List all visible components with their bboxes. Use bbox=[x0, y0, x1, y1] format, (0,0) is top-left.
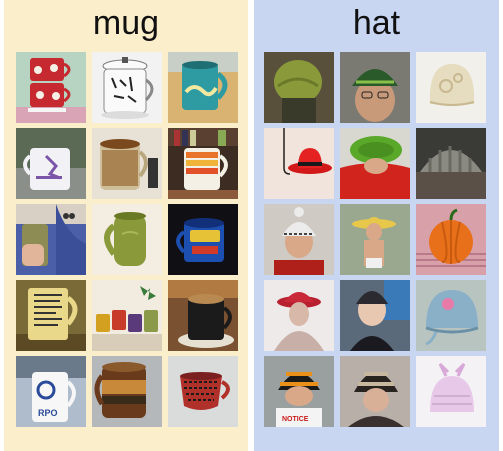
hat-panel: hat bbox=[254, 0, 499, 451]
hat-photo-15 bbox=[416, 356, 486, 427]
hat-photo-5 bbox=[340, 128, 410, 199]
hat-image-grid: NOTICE bbox=[264, 52, 486, 427]
mug-panel: mug bbox=[4, 0, 248, 451]
hat-photo-11 bbox=[340, 280, 410, 351]
hat-photo-12 bbox=[416, 280, 486, 351]
hat-photo-7 bbox=[264, 204, 334, 275]
mug-photo-8 bbox=[92, 204, 162, 275]
hat-photo-6 bbox=[416, 128, 486, 199]
hat-photo-4 bbox=[264, 128, 334, 199]
hat-photo-9 bbox=[416, 204, 486, 275]
mug-photo-1 bbox=[16, 52, 86, 123]
mug-photo-6 bbox=[168, 128, 238, 199]
hat-photo-13: NOTICE bbox=[264, 356, 334, 427]
hat-photo-8 bbox=[340, 204, 410, 275]
mug-photo-15 bbox=[168, 356, 238, 427]
notice-shirt-text: NOTICE bbox=[282, 416, 309, 423]
mug-logo-text: RPO bbox=[38, 408, 58, 418]
mug-photo-3 bbox=[168, 52, 238, 123]
mug-photo-14 bbox=[92, 356, 162, 427]
hat-photo-10 bbox=[264, 280, 334, 351]
mug-photo-4 bbox=[16, 128, 86, 199]
mug-photo-7 bbox=[16, 204, 86, 275]
hat-photo-3 bbox=[416, 52, 486, 123]
mug-label: mug bbox=[92, 4, 160, 42]
mug-photo-2 bbox=[92, 52, 162, 123]
mug-photo-11 bbox=[92, 280, 162, 351]
mug-photo-13: RPO bbox=[16, 356, 86, 427]
mug-photo-10 bbox=[16, 280, 86, 351]
hat-photo-14 bbox=[340, 356, 410, 427]
mug-photo-5 bbox=[92, 128, 162, 199]
hat-photo-2 bbox=[340, 52, 410, 123]
mug-image-grid: RPO bbox=[16, 52, 238, 427]
mug-photo-12 bbox=[168, 280, 238, 351]
mug-photo-9 bbox=[168, 204, 238, 275]
hat-photo-1 bbox=[264, 52, 334, 123]
hat-label: hat bbox=[352, 4, 401, 42]
